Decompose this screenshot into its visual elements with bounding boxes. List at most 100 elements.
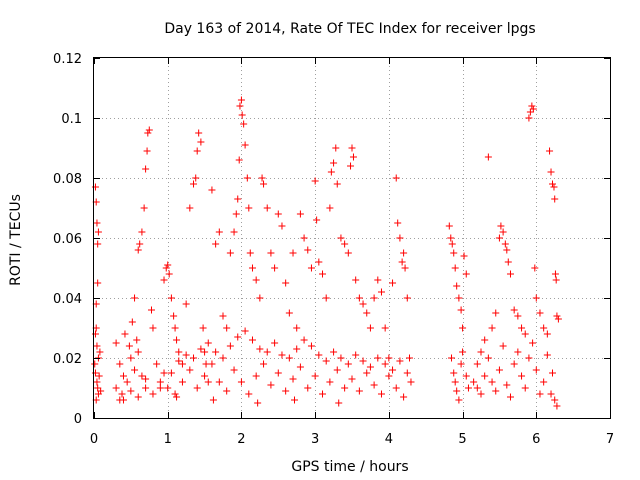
data-points <box>91 96 562 410</box>
data-point <box>230 228 238 236</box>
data-point <box>396 357 404 365</box>
data-point <box>127 354 135 362</box>
data-point <box>285 354 293 362</box>
data-point <box>510 360 518 368</box>
data-point <box>553 402 561 410</box>
data-point <box>167 369 175 377</box>
data-point <box>400 393 408 401</box>
data-point <box>243 174 251 182</box>
data-point <box>385 372 393 380</box>
data-point <box>195 129 203 137</box>
data-point <box>271 264 279 272</box>
y-tick-label: 0.08 <box>53 172 82 187</box>
data-point <box>551 396 559 404</box>
data-point <box>138 372 146 380</box>
data-point <box>197 138 205 146</box>
data-point <box>248 336 256 344</box>
data-point <box>235 156 243 164</box>
data-point <box>175 357 183 365</box>
y-tick-label: 0.04 <box>53 292 82 307</box>
data-point <box>293 324 301 332</box>
x-axis-label: GPS time / hours <box>291 459 408 475</box>
data-point <box>209 396 217 404</box>
data-point <box>175 348 183 356</box>
data-point <box>341 240 349 248</box>
data-point <box>547 168 555 176</box>
data-point <box>138 228 146 236</box>
data-point <box>549 180 557 188</box>
data-point <box>296 210 304 218</box>
data-point <box>504 258 512 266</box>
data-point <box>147 306 155 314</box>
data-point <box>263 204 271 212</box>
data-point <box>252 372 260 380</box>
data-point <box>347 162 355 170</box>
data-point <box>552 276 560 284</box>
data-point <box>293 345 301 353</box>
data-point <box>551 270 559 278</box>
data-point <box>514 348 522 356</box>
data-point <box>193 384 201 392</box>
data-point <box>462 372 470 380</box>
data-point <box>377 390 385 398</box>
data-point <box>470 378 478 386</box>
data-point <box>330 159 338 167</box>
data-point <box>300 336 308 344</box>
data-point <box>164 384 172 392</box>
data-point <box>208 186 216 194</box>
data-point <box>282 387 290 395</box>
data-point <box>352 351 360 359</box>
data-point <box>149 324 157 332</box>
data-point <box>173 393 181 401</box>
data-point <box>322 357 330 365</box>
data-point <box>223 387 231 395</box>
data-point <box>447 234 455 242</box>
data-point <box>457 360 465 368</box>
y-tick-labels: 0 0.02 0.04 0.06 0.08 0.1 0.12 <box>53 52 82 427</box>
data-point <box>162 264 170 272</box>
data-point <box>525 354 533 362</box>
data-point <box>271 339 279 347</box>
data-point <box>532 366 540 374</box>
x-tick-labels: 0 1 2 3 4 5 6 7 <box>90 432 614 447</box>
data-point <box>363 369 371 377</box>
data-point <box>248 264 256 272</box>
data-point <box>156 378 164 386</box>
data-point <box>190 354 198 362</box>
data-point <box>171 390 179 398</box>
data-point <box>296 363 304 371</box>
data-point <box>304 246 312 254</box>
data-point <box>337 234 345 242</box>
data-point <box>182 300 190 308</box>
data-point <box>142 165 150 173</box>
data-point <box>204 339 212 347</box>
data-point <box>501 240 509 248</box>
data-point <box>278 351 286 359</box>
data-point <box>93 342 101 350</box>
data-point <box>333 180 341 188</box>
data-point <box>370 381 378 389</box>
data-point <box>528 102 536 110</box>
data-point <box>506 270 514 278</box>
data-point <box>252 276 260 284</box>
data-point <box>492 387 500 395</box>
data-point <box>349 153 357 161</box>
data-point <box>392 384 400 392</box>
data-point <box>377 288 385 296</box>
data-point <box>208 360 216 368</box>
data-point <box>394 219 402 227</box>
data-point <box>459 348 467 356</box>
data-point <box>178 378 186 386</box>
data-point <box>204 378 212 386</box>
plot-frame <box>93 57 611 419</box>
data-point <box>481 372 489 380</box>
data-point <box>453 387 461 395</box>
data-point <box>366 363 374 371</box>
data-point <box>518 324 526 332</box>
data-point <box>455 294 463 302</box>
data-point <box>245 204 253 212</box>
data-point <box>93 378 101 386</box>
data-point <box>525 114 533 122</box>
data-point <box>246 249 254 257</box>
data-point <box>531 264 539 272</box>
